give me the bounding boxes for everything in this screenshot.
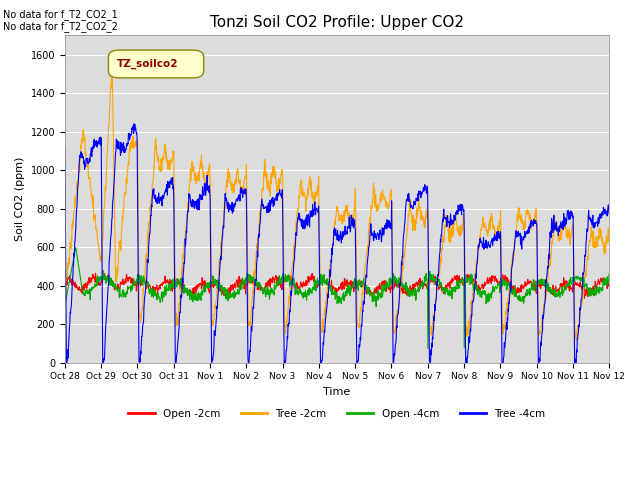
Tree -4cm — [541, 298, 549, 304]
Open -4cm — [169, 280, 177, 286]
Line: Open -2cm: Open -2cm — [65, 274, 609, 300]
Y-axis label: Soil CO2 (ppm): Soil CO2 (ppm) — [15, 157, 25, 241]
Tree -2cm — [61, 294, 68, 300]
Tree -2cm — [541, 299, 548, 304]
Open -4cm — [72, 245, 80, 251]
Tree -2cm — [605, 232, 613, 238]
Tree -4cm — [170, 183, 177, 189]
Tree -2cm — [243, 229, 251, 235]
Tree -2cm — [169, 148, 177, 154]
Open -2cm — [541, 282, 549, 288]
Tree -4cm — [605, 211, 613, 217]
Tree -4cm — [131, 121, 138, 127]
Tree -4cm — [422, 186, 430, 192]
Tree -4cm — [493, 238, 501, 244]
FancyBboxPatch shape — [108, 50, 204, 78]
Legend: Open -2cm, Tree -2cm, Open -4cm, Tree -4cm: Open -2cm, Tree -2cm, Open -4cm, Tree -4… — [124, 405, 550, 423]
Open -4cm — [605, 271, 613, 276]
Open -2cm — [605, 279, 613, 285]
Open -4cm — [424, 346, 432, 351]
Tree -4cm — [61, 146, 68, 152]
Open -4cm — [61, 302, 68, 308]
X-axis label: Time: Time — [323, 387, 351, 397]
Text: No data for f_T2_CO2_2: No data for f_T2_CO2_2 — [3, 21, 118, 32]
Line: Open -4cm: Open -4cm — [65, 248, 609, 348]
Line: Tree -4cm: Tree -4cm — [65, 124, 609, 363]
Text: No data for f_T2_CO2_1: No data for f_T2_CO2_1 — [3, 9, 118, 20]
Open -4cm — [422, 276, 429, 281]
Tree -2cm — [493, 231, 500, 237]
Open -4cm — [182, 287, 190, 293]
Title: Tonzi Soil CO2 Profile: Upper CO2: Tonzi Soil CO2 Profile: Upper CO2 — [210, 15, 464, 30]
Open -2cm — [422, 281, 430, 287]
Open -4cm — [243, 270, 251, 276]
Open -2cm — [92, 271, 99, 276]
Open -4cm — [493, 285, 501, 291]
Open -2cm — [189, 298, 196, 303]
Tree -4cm — [183, 229, 191, 235]
Open -2cm — [244, 278, 252, 284]
Open -2cm — [493, 277, 501, 283]
Open -2cm — [182, 289, 190, 295]
Line: Tree -2cm: Tree -2cm — [65, 64, 609, 340]
Tree -2cm — [182, 225, 190, 231]
Tree -4cm — [244, 319, 252, 325]
Text: TZ_soilco2: TZ_soilco2 — [116, 59, 178, 69]
Tree -2cm — [422, 213, 429, 219]
Open -2cm — [169, 286, 177, 292]
Tree -4cm — [63, 360, 70, 366]
Tree -2cm — [108, 61, 116, 67]
Open -2cm — [61, 279, 68, 285]
Tree -2cm — [573, 337, 580, 343]
Open -4cm — [541, 276, 549, 282]
